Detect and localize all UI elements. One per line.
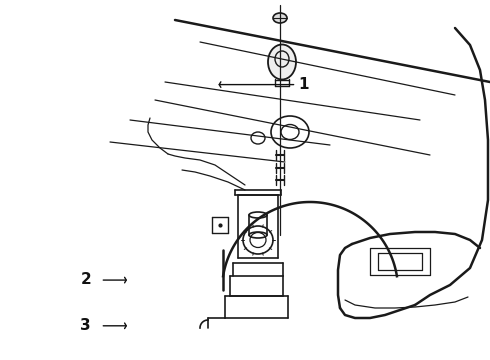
Text: 1: 1 <box>298 77 309 92</box>
Ellipse shape <box>268 45 296 80</box>
Text: 2: 2 <box>80 271 91 287</box>
Text: 3: 3 <box>80 318 91 333</box>
Ellipse shape <box>273 13 287 23</box>
